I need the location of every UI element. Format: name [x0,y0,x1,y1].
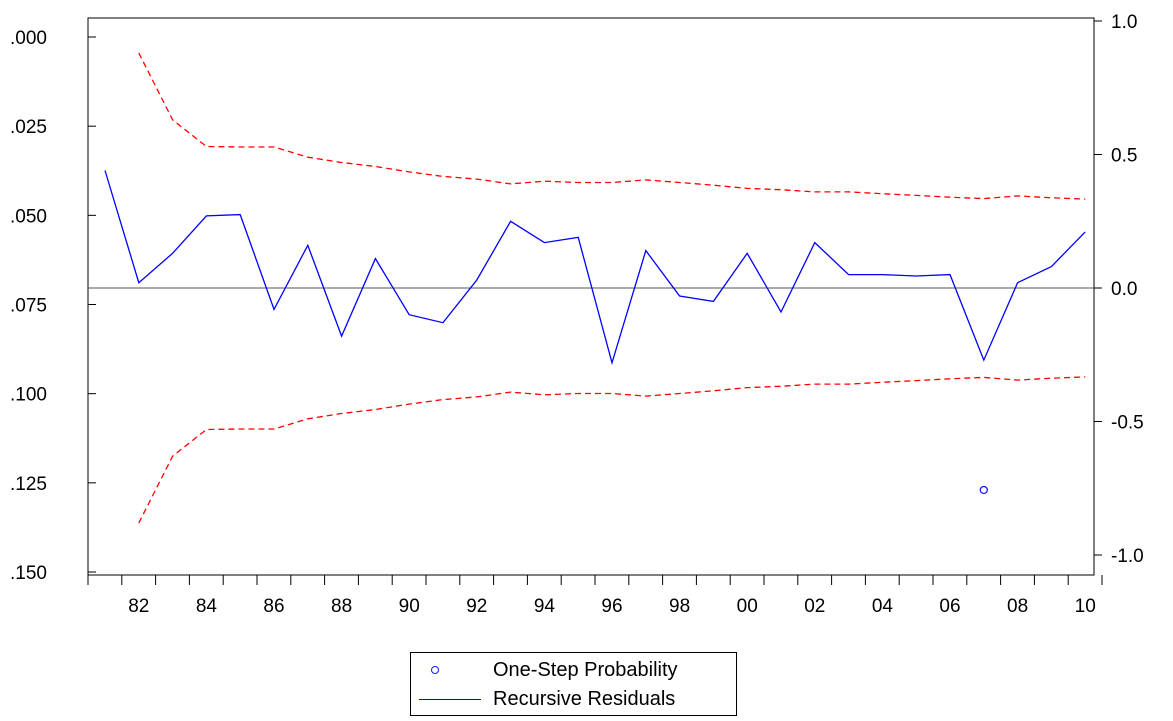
left-tick-label: .150 [10,563,47,584]
left-axis: .000 .025 .050 .075 .100 .125 .150 [10,28,96,584]
right-tick-label: -0.5 [1111,413,1144,434]
right-axis: 1.0 0.5 0.0 -0.5 -1.0 [1094,12,1144,567]
line-marker-icon [419,698,481,700]
legend-label: Recursive Residuals [493,687,676,710]
x-axis: 82 84 86 88 90 92 94 96 98 00 02 04 06 08 10 [87,575,1103,617]
x-tick-label: 94 [534,596,556,617]
x-tick-label: 08 [1007,596,1028,617]
circle-marker-icon [431,666,439,674]
x-tick-label: 90 [399,596,420,617]
x-tick-label: 88 [331,596,352,617]
legend-label: One-Step Probability [493,658,678,681]
right-tick-label: 0.0 [1111,279,1137,300]
left-tick-label: .025 [10,117,47,138]
x-tick-label: 96 [601,596,622,617]
left-tick-label: .075 [10,296,47,317]
legend-entry-one-step-probability: One-Step Probability [411,655,736,685]
x-tick-label: 86 [263,596,284,617]
x-tick-label: 10 [1075,596,1096,617]
series-group [104,52,1086,524]
x-tick-label: 98 [669,596,690,617]
lower-band-line [138,376,1086,524]
upper-band-line [138,52,1086,200]
right-tick-label: 1.0 [1111,12,1137,33]
left-tick-label: .100 [10,385,47,406]
one-step-probability-point [979,485,988,495]
right-tick-label: -1.0 [1111,546,1144,567]
x-tick-label: 92 [466,596,487,617]
x-tick-label: 02 [804,596,825,617]
x-tick-label: 82 [128,596,149,617]
x-tick-label: 04 [872,596,894,617]
left-tick-label: .000 [10,28,47,49]
x-tick-label: 06 [939,596,960,617]
legend-entry-recursive-residuals: Recursive Residuals [411,684,736,714]
plot-frame [87,17,1095,576]
legend: One-Step Probability Recursive Residuals [410,652,737,716]
x-tick-label: 00 [737,596,758,617]
left-tick-label: .125 [10,474,47,495]
x-tick-label: 84 [196,596,218,617]
left-tick-label: .050 [10,206,47,227]
right-tick-label: 0.5 [1111,146,1137,167]
recursive-residuals-line [104,170,1086,366]
